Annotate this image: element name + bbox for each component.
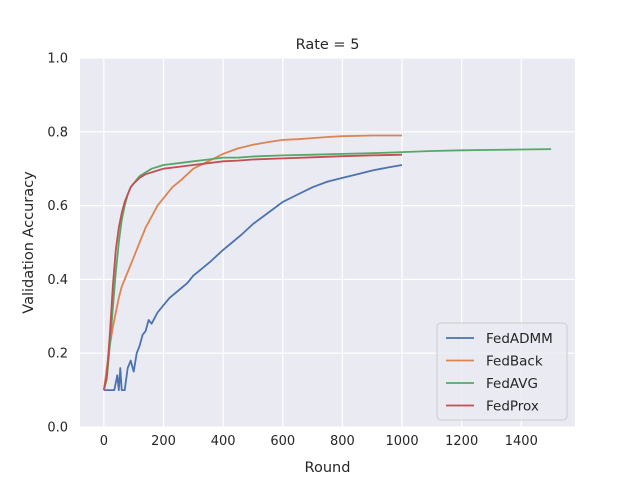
legend-label: FedProx — [486, 399, 539, 415]
y-tick-label: 1.0 — [47, 52, 68, 67]
y-tick-labels: 0.0 0.2 0.4 0.6 0.8 1.0 — [47, 52, 68, 436]
x-tick-label: 600 — [270, 434, 295, 449]
y-tick-label: 0.0 — [47, 421, 68, 436]
y-tick-label: 0.2 — [47, 347, 68, 362]
legend-label: FedAVG — [486, 376, 538, 392]
x-tick-label: 1400 — [505, 434, 538, 449]
y-tick-label: 0.4 — [47, 273, 68, 288]
y-tick-label: 0.8 — [47, 125, 68, 140]
legend-label: FedBack — [486, 354, 543, 370]
legend-label: FedADMM — [486, 331, 553, 347]
x-tick-label: 0 — [100, 434, 108, 449]
series-line-fedback — [103, 134, 402, 391]
x-axis-label: Round — [305, 460, 351, 476]
x-tick-labels: 0 200 400 600 800 1000 1200 1400 — [100, 434, 538, 449]
series-line-fedadmm — [103, 164, 403, 391]
series-line-fedprox — [103, 153, 403, 391]
x-tick-label: 200 — [151, 434, 176, 449]
x-tick-label: 800 — [330, 434, 355, 449]
x-tick-label: 1000 — [386, 434, 419, 449]
series-line-fedavg — [103, 148, 552, 391]
x-tick-label: 400 — [211, 434, 236, 449]
y-axis-label: Validation Accuracy — [21, 171, 37, 314]
chart-title: Rate = 5 — [296, 37, 360, 53]
legend: FedADMM FedBack FedAVG FedProx — [436, 322, 568, 421]
y-tick-label: 0.6 — [47, 199, 68, 214]
series-layer — [103, 134, 552, 391]
legend-box — [436, 322, 568, 421]
x-tick-label: 1200 — [445, 434, 478, 449]
